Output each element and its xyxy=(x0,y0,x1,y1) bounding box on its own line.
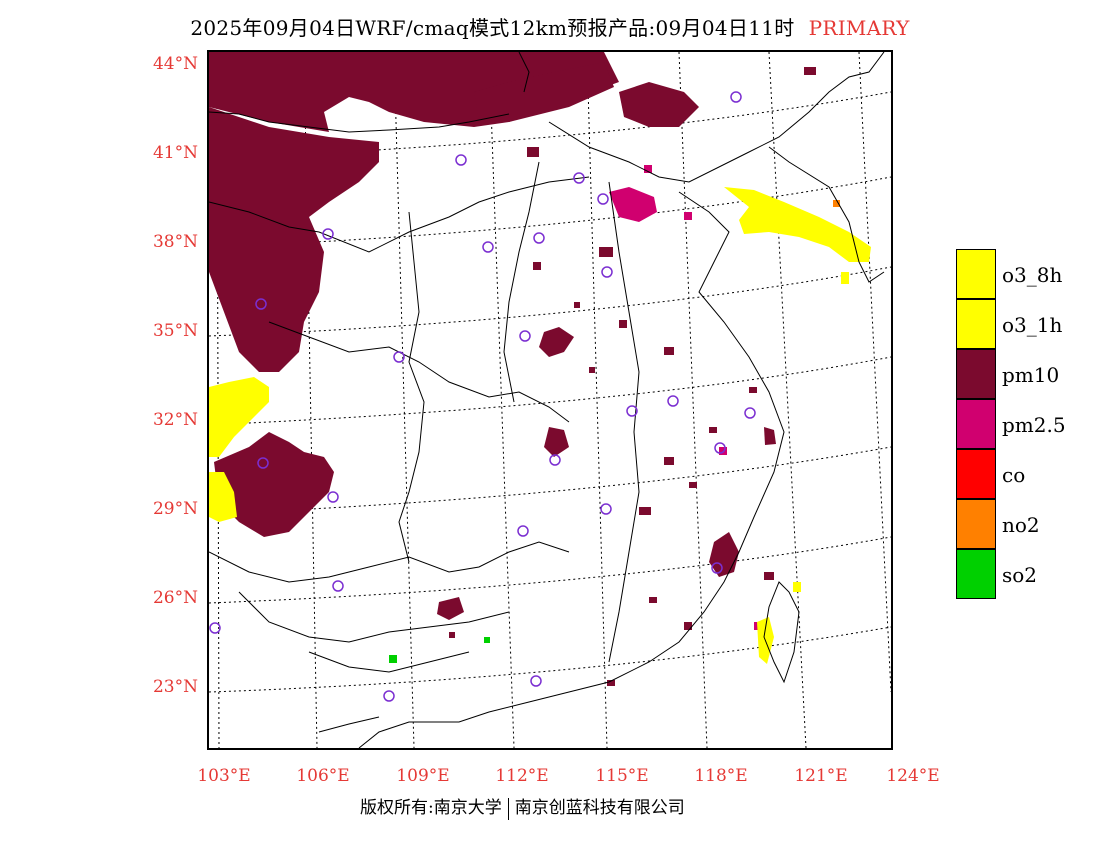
lon-label-115: 115°E xyxy=(595,766,649,786)
primary-label: PRIMARY xyxy=(808,16,910,40)
legend-label: o3_8h xyxy=(1002,263,1063,287)
lat-label-38: 38°N xyxy=(152,232,198,252)
legend-label: so2 xyxy=(1002,563,1038,587)
lon-label-118: 118°E xyxy=(694,766,748,786)
pm10-areas xyxy=(209,52,776,620)
legend-swatch xyxy=(956,249,996,299)
lat-label-41: 41°N xyxy=(152,143,198,163)
pm25-areas xyxy=(609,165,760,630)
no2-spot xyxy=(833,200,840,207)
chart-title: 2025年09月04日WRF/cmaq模式12km预报产品:09月04日11时 P… xyxy=(0,12,1100,41)
pm10-speckles xyxy=(449,67,816,686)
lon-label-112: 112°E xyxy=(495,766,549,786)
legend-label: o3_1h xyxy=(1002,313,1063,337)
boundaries xyxy=(209,52,885,748)
station-markers xyxy=(209,91,756,702)
lat-label-35: 35°N xyxy=(152,321,198,341)
map-svg xyxy=(209,52,891,748)
map-panel xyxy=(207,50,893,750)
legend-label: co xyxy=(1002,463,1026,487)
legend-label: no2 xyxy=(1002,513,1040,537)
legend-swatch xyxy=(956,449,996,499)
lon-label-103: 103°E xyxy=(197,766,251,786)
lon-label-109: 109°E xyxy=(396,766,450,786)
legend-swatch xyxy=(956,399,996,449)
title-text: 2025年09月04日WRF/cmaq模式12km预报产品:09月04日11时 xyxy=(190,16,795,40)
lat-label-23: 23°N xyxy=(152,677,198,697)
so2-spot-2 xyxy=(484,637,490,643)
lat-label-44: 44°N xyxy=(152,54,198,74)
legend-swatch xyxy=(956,549,996,599)
legend-swatch xyxy=(956,499,996,549)
lat-label-32: 32°N xyxy=(152,410,198,430)
lon-label-121: 121°E xyxy=(794,766,848,786)
so2-spot xyxy=(389,655,397,663)
copyright-text: 版权所有:南京大学 xyxy=(360,798,502,818)
legend-swatch xyxy=(956,299,996,349)
company-text: 南京创蓝科技有限公司 xyxy=(514,798,685,818)
lat-label-26: 26°N xyxy=(152,588,198,608)
legend-label: pm10 xyxy=(1002,363,1060,387)
lon-label-106: 106°E xyxy=(296,766,350,786)
footer-separator xyxy=(507,797,509,820)
o3-areas xyxy=(209,187,871,664)
legend-label: pm2.5 xyxy=(1002,413,1066,437)
footer: 版权所有:南京大学 南京创蓝科技有限公司 xyxy=(360,793,685,820)
legend-swatch xyxy=(956,349,996,399)
lat-label-29: 29°N xyxy=(152,499,198,519)
lon-label-124: 124°E xyxy=(886,766,940,786)
